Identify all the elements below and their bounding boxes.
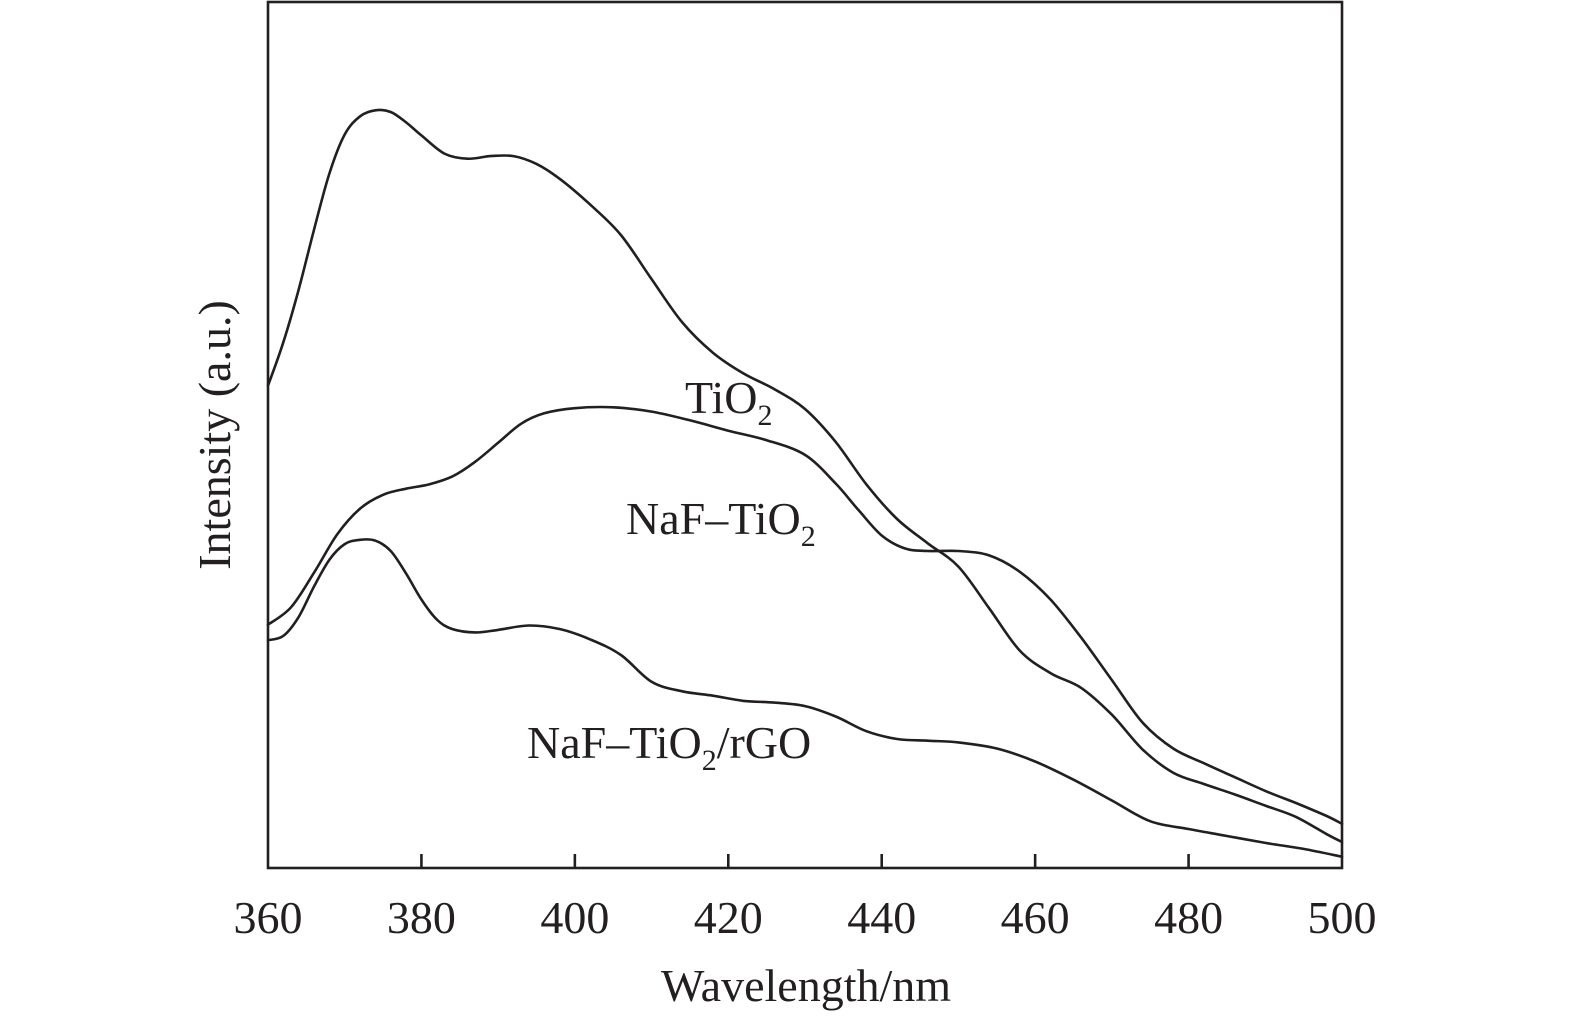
- series-lines: [266, 108, 1344, 858]
- x-tick-label: 380: [387, 892, 456, 943]
- x-tick-label: 420: [694, 892, 763, 943]
- series-label-2: NaF–TiO2: [626, 493, 816, 553]
- plot-frame: [266, 0, 1344, 870]
- series-label-1: TiO2: [685, 372, 772, 432]
- series-line-1: [266, 108, 1344, 844]
- x-tick-label: 400: [540, 892, 609, 943]
- x-tick-label: 480: [1154, 892, 1223, 943]
- series-labels: TiO2 NaF–TiO2 NaF–TiO2/rGO: [527, 372, 816, 777]
- x-tick-label: 460: [1001, 892, 1070, 943]
- x-tick-label: 360: [234, 892, 303, 943]
- x-tick-label: 440: [847, 892, 916, 943]
- series-line-3: [266, 538, 1344, 858]
- x-axis-title: Wavelength/nm: [661, 960, 951, 1011]
- x-tick-labels: 360 380 400 420 440 460 480 500: [234, 892, 1377, 943]
- y-axis-title: Intensity (a.u.): [189, 300, 240, 570]
- series-label-3: NaF–TiO2/rGO: [527, 717, 811, 777]
- x-ticks: [420, 854, 1190, 868]
- series-line-2: [266, 405, 1344, 826]
- x-tick-label: 500: [1308, 892, 1377, 943]
